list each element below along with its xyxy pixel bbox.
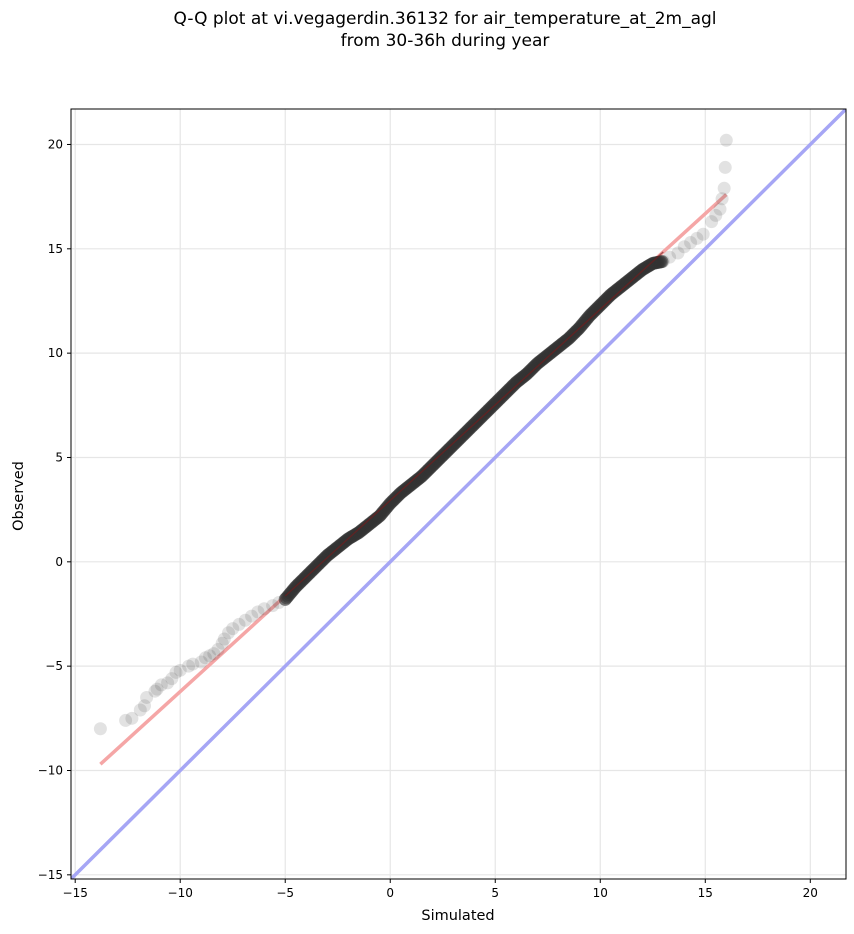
chart-title-line-1: Q-Q plot at vi.vegagerdin.36132 for air_… — [173, 9, 717, 29]
qq-point — [161, 676, 175, 690]
x-tick-label: 15 — [698, 886, 713, 900]
x-tick-label: −5 — [276, 886, 294, 900]
qq-point — [251, 605, 265, 619]
qq-point — [138, 699, 152, 713]
qq-point — [719, 133, 733, 147]
x-tick-label: 20 — [803, 886, 818, 900]
qq-point — [165, 672, 179, 686]
qq-point — [203, 649, 217, 663]
fit-line-overlay — [284, 251, 664, 597]
qq-point — [272, 596, 286, 610]
qq-point — [198, 651, 212, 665]
qq-point — [677, 240, 691, 254]
qq-point — [133, 703, 147, 717]
reference-line — [71, 109, 846, 879]
qq-point — [211, 642, 225, 656]
qq-point — [257, 602, 271, 616]
y-axis-label: Observed — [11, 461, 27, 531]
qq-point — [140, 690, 154, 704]
qq-point — [217, 632, 231, 646]
y-tick-label: 5 — [55, 450, 63, 464]
x-tick-label: 10 — [593, 886, 608, 900]
qq-point — [709, 208, 723, 222]
y-tick-label: −5 — [45, 659, 63, 673]
qq-point — [715, 192, 729, 206]
qq-point — [278, 592, 292, 606]
y-tick-label: 10 — [48, 346, 63, 360]
qq-point — [169, 665, 183, 679]
y-tick-label: 15 — [48, 242, 63, 256]
qq-point — [215, 636, 229, 650]
x-axis-label: Simulated — [421, 908, 494, 924]
x-tick-label: −15 — [63, 886, 88, 900]
qq-point — [655, 255, 669, 269]
y-tick-label: −10 — [38, 763, 63, 777]
qq-point — [148, 684, 162, 698]
qq-point — [173, 663, 187, 677]
qq-point — [656, 254, 670, 268]
qq-point — [266, 599, 280, 613]
qq-point — [671, 246, 685, 260]
chart-title-line-2: from 30-36h during year — [340, 31, 550, 51]
grid — [71, 109, 846, 879]
qq-point — [245, 609, 259, 623]
qq-point — [154, 678, 168, 692]
qq-point — [119, 713, 133, 727]
qq-point — [713, 202, 727, 216]
qq-point — [207, 647, 221, 661]
qq-point — [182, 659, 196, 673]
qq-point — [186, 657, 200, 671]
qq-point — [663, 250, 677, 264]
qq-point — [718, 160, 732, 174]
qq-point — [238, 613, 252, 627]
qq-point — [93, 722, 107, 736]
qq-point — [717, 181, 731, 195]
qq-point — [705, 215, 719, 229]
points-layer — [93, 133, 733, 736]
qq-point — [232, 617, 246, 631]
chart-title: Q-Q plot at vi.vegagerdin.36132 for air_… — [0, 8, 854, 52]
plot-frame — [70, 108, 847, 880]
x-tick-label: 0 — [386, 886, 394, 900]
x-tick-label: −10 — [168, 886, 193, 900]
qq-point — [125, 711, 139, 725]
y-tick-label: −15 — [38, 868, 63, 882]
x-tick-label: 5 — [491, 886, 499, 900]
qq-point — [684, 236, 698, 250]
qq-point — [222, 626, 236, 640]
y-tick-label: 0 — [55, 555, 63, 569]
qq-point — [194, 655, 208, 669]
qq-point — [226, 622, 240, 636]
qq-point — [150, 682, 164, 696]
qq-point — [696, 227, 710, 241]
qq-point — [690, 231, 704, 245]
y-tick-label: 20 — [48, 137, 63, 151]
